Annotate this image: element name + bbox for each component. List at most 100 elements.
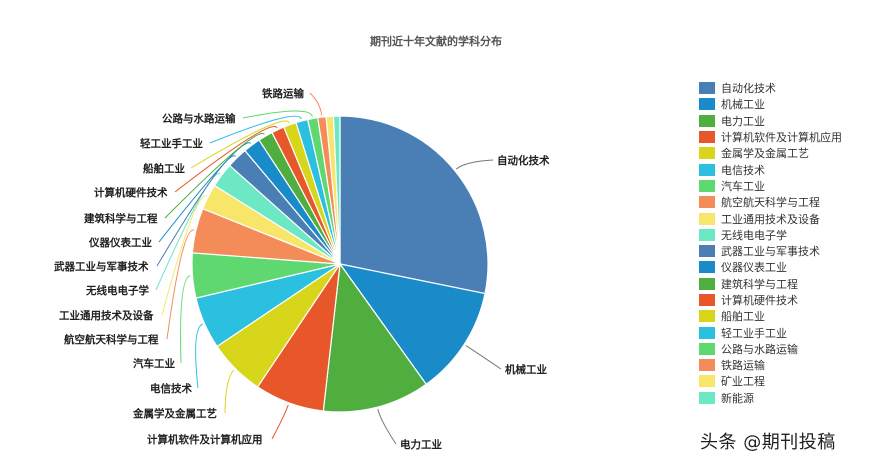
legend-label: 计算机硬件技术 <box>721 294 798 307</box>
legend-swatch <box>699 342 715 355</box>
leader-line <box>465 345 502 370</box>
legend-item[interactable]: 机械工业 <box>699 96 842 112</box>
legend-swatch <box>699 179 715 192</box>
legend-swatch <box>699 261 715 274</box>
watermark: 头条 @期刊投稿 <box>700 432 836 453</box>
legend-item[interactable]: 电力工业 <box>699 113 842 129</box>
legend-swatch <box>699 326 715 339</box>
legend-swatch <box>699 245 715 258</box>
slice-label: 电信技术 <box>150 383 192 395</box>
legend-swatch <box>699 310 715 323</box>
legend-item[interactable]: 新能源 <box>699 390 842 406</box>
leader-line <box>271 404 289 440</box>
legend-item[interactable]: 汽车工业 <box>699 178 842 194</box>
slice-label: 机械工业 <box>505 364 547 376</box>
leader-line <box>224 369 235 414</box>
slice-label: 轻工业手工业 <box>140 138 203 150</box>
leader-line <box>156 155 236 267</box>
leader-lines <box>155 92 502 445</box>
legend-item[interactable]: 仪器仪表工业 <box>699 259 842 275</box>
legend-item[interactable]: 无线电电子学 <box>699 227 842 243</box>
legend-label: 金属学及金属工艺 <box>721 147 809 161</box>
slice-label: 武器工业与军事技术 <box>54 261 149 273</box>
legend-item[interactable]: 铁路运输 <box>699 357 842 373</box>
legend-item[interactable]: 轻工业手工业 <box>699 324 842 340</box>
legend-item[interactable]: 武器工业与军事技术 <box>699 243 842 259</box>
pie-slice[interactable] <box>339 115 489 295</box>
legend-label: 建筑科学与工程 <box>721 277 798 291</box>
legend-item[interactable]: 矿业工程 <box>699 373 842 389</box>
legend-label: 电力工业 <box>721 114 765 128</box>
legend-item[interactable]: 工业通用技术及设备 <box>699 210 842 226</box>
legend-item[interactable]: 计算机软件及计算机应用 <box>699 129 842 145</box>
legend-label: 公路与水路运输 <box>721 342 798 356</box>
slice-label: 航空航天科学与工程 <box>64 334 159 346</box>
legend-swatch <box>699 212 715 225</box>
slice-label: 无线电电子学 <box>86 285 149 297</box>
legend-swatch <box>699 163 715 176</box>
legend-item[interactable]: 电信技术 <box>699 161 842 177</box>
legend-label: 轻工业手工业 <box>721 326 787 340</box>
slice-label: 电力工业 <box>400 439 442 451</box>
legend-swatch <box>699 277 715 290</box>
legend-item[interactable]: 自动化技术 <box>699 80 842 96</box>
leader-line <box>158 142 252 243</box>
slice-label: 仪器仪表工业 <box>89 237 152 249</box>
leader-line <box>242 110 313 119</box>
legend-label: 无线电电子学 <box>721 228 787 242</box>
legend-label: 计算机软件及计算机应用 <box>721 131 842 145</box>
legend-item[interactable]: 建筑科学与工程 <box>699 276 842 292</box>
slice-label: 建筑科学与工程 <box>84 213 158 225</box>
pie-slice[interactable] <box>332 115 341 265</box>
legend-swatch <box>699 196 715 209</box>
legend-item[interactable]: 船舶工业 <box>699 308 842 324</box>
legend-item[interactable]: 计算机硬件技术 <box>699 292 842 308</box>
leader-line <box>180 275 191 364</box>
legend-swatch <box>699 98 715 111</box>
leader-line <box>166 229 195 340</box>
legend-swatch <box>699 375 715 388</box>
leader-line <box>195 323 203 389</box>
legend-swatch <box>699 147 715 160</box>
pie-slice[interactable] <box>338 263 486 386</box>
legend-swatch <box>699 359 715 372</box>
leader-line <box>209 115 302 144</box>
pie-slice[interactable] <box>322 262 428 413</box>
slice-label: 船舶工业 <box>143 163 185 175</box>
leader-line <box>155 173 221 291</box>
slice-label: 铁路运输 <box>262 88 304 100</box>
legend-label: 自动化技术 <box>721 82 776 96</box>
legend-swatch <box>699 114 715 127</box>
slice-label: 公路与水路运输 <box>162 113 236 125</box>
legend-label: 仪器仪表工业 <box>721 261 787 275</box>
legend-label: 矿业工程 <box>721 375 765 389</box>
legend-item[interactable]: 航空航天科学与工程 <box>699 194 842 210</box>
legend-label: 铁路运输 <box>721 359 765 373</box>
slice-label: 工业通用技术及设备 <box>59 310 154 322</box>
legend-swatch <box>699 228 715 241</box>
leader-line <box>455 159 494 170</box>
slice-label: 计算机硬件技术 <box>94 187 168 199</box>
legend-item[interactable]: 金属学及金属工艺 <box>699 145 842 161</box>
slice-label: 金属学及金属工艺 <box>133 408 217 420</box>
leader-line <box>164 132 265 219</box>
legend-swatch <box>699 391 715 404</box>
legend-label: 汽车工业 <box>721 179 765 193</box>
slice-label: 自动化技术 <box>497 155 550 167</box>
leader-line <box>309 92 323 116</box>
legend-label: 武器工业与军事技术 <box>721 245 820 259</box>
legend-swatch <box>699 131 715 144</box>
legend-label: 电信技术 <box>721 163 765 177</box>
legend: 自动化技术机械工业电力工业计算机软件及计算机应用 金属学及金属工艺 电信技术汽车工业… <box>699 80 842 406</box>
legend-label: 新能源 <box>721 391 754 405</box>
leader-line <box>377 409 397 445</box>
legend-item[interactable]: 公路与水路运输 <box>699 341 842 357</box>
chart-title: 期刊近十年文献的学科分布 <box>370 35 502 48</box>
pie-slices <box>191 115 489 413</box>
legend-label: 机械工业 <box>721 98 765 112</box>
leader-line <box>190 120 290 169</box>
legend-label: 船舶工业 <box>721 310 765 324</box>
leader-line <box>161 195 207 316</box>
legend-swatch <box>699 294 715 306</box>
